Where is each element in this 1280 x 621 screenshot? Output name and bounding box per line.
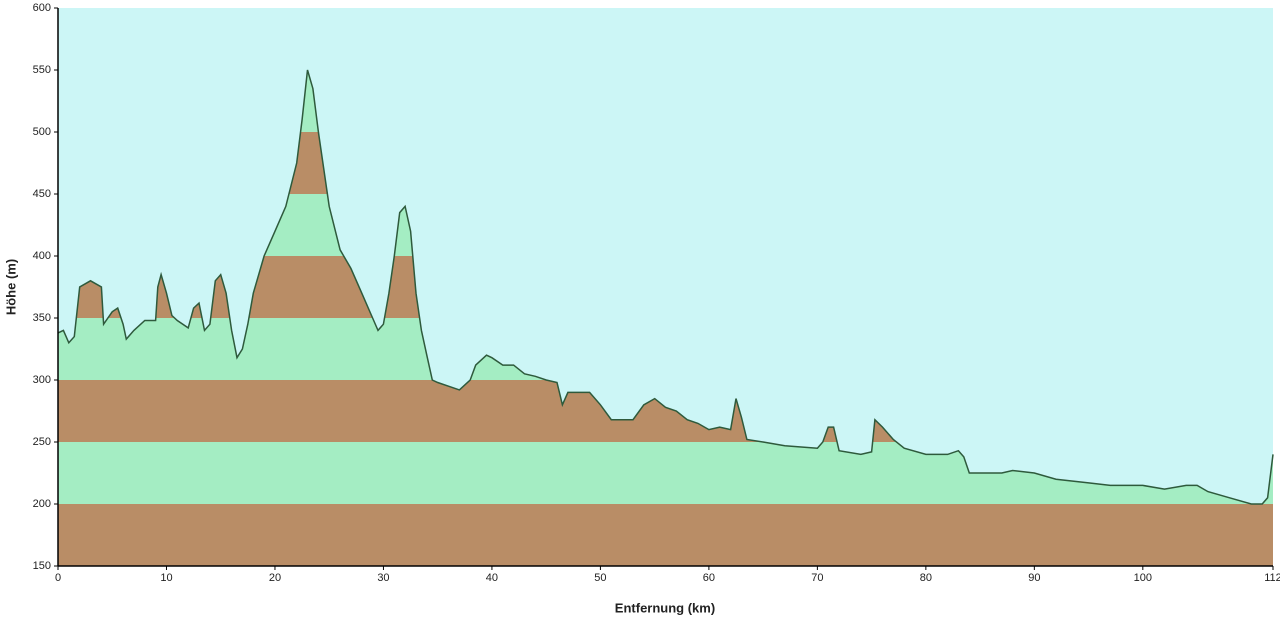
terrain-line [57, 69, 1274, 505]
y-tick-label: 550 [33, 64, 51, 76]
y-tick-label: 600 [33, 2, 51, 14]
y-tick-label: 350 [33, 312, 51, 324]
x-axis-title: Entfernung (km) [615, 600, 715, 615]
x-tick-label: 100 [1134, 572, 1152, 584]
y-tick-label: 300 [33, 374, 51, 386]
y-tick-label: 400 [33, 250, 51, 262]
x-tick-label: 30 [377, 572, 389, 584]
x-tick-label: 80 [920, 572, 932, 584]
x-tick-label: 90 [1028, 572, 1040, 584]
y-tick-label: 200 [33, 498, 51, 510]
x-tick-label: 0 [55, 572, 61, 584]
y-axis-title: Höhe (m) [3, 259, 18, 315]
y-tick-label: 450 [33, 188, 51, 200]
x-tick-label: 112 [1264, 572, 1280, 584]
y-tick-label: 250 [33, 436, 51, 448]
x-tick-label: 10 [160, 572, 172, 584]
x-tick-label: 20 [269, 572, 281, 584]
elevation-band [58, 504, 1273, 566]
x-tick-label: 40 [486, 572, 498, 584]
x-tick-label: 50 [594, 572, 606, 584]
x-tick-label: 60 [703, 572, 715, 584]
x-tick-label: 70 [811, 572, 823, 584]
y-tick-label: 150 [33, 560, 51, 572]
y-tick-label: 500 [33, 126, 51, 138]
